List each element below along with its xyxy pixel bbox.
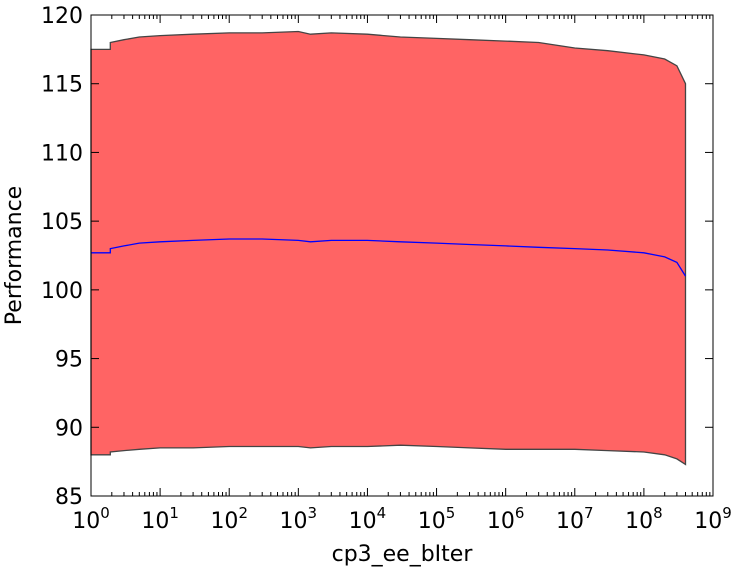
y-tick-label: 120	[41, 4, 83, 29]
x-tick-label: 105	[418, 504, 456, 534]
y-axis-label: Performance	[2, 186, 27, 325]
y-tick-label: 85	[55, 485, 83, 510]
ticks-layer	[90, 14, 714, 497]
y-tick-label: 105	[41, 210, 83, 235]
x-tick-label: 107	[556, 504, 594, 534]
plot-fill-layer	[90, 30, 687, 466]
x-tick-label: 104	[349, 504, 387, 534]
x-axis-label: cp3_ee_bIter	[332, 542, 474, 567]
y-tick-label: 95	[55, 348, 83, 373]
plot-frame	[90, 14, 714, 497]
y-tick-label: 110	[41, 141, 83, 166]
y-tick-label: 100	[41, 279, 83, 304]
plot-line-layer	[91, 238, 687, 277]
x-tick-label: 108	[625, 504, 663, 534]
confidence-band-0	[90, 30, 687, 466]
x-tick-label: 102	[210, 504, 248, 534]
tick-labels-layer: 100 101 102 103 104 105 106 107 108 109 85 90 95 100 1…	[41, 4, 732, 534]
x-tick-label: 109	[694, 504, 732, 534]
x-tick-label: 100	[72, 504, 110, 534]
x-tick-label: 101	[141, 504, 179, 534]
mean-line-0	[91, 238, 687, 277]
y-tick-label: 115	[41, 73, 83, 98]
y-tick-label: 90	[55, 416, 83, 441]
x-tick-label: 106	[487, 504, 525, 534]
x-tick-label: 103	[280, 504, 318, 534]
